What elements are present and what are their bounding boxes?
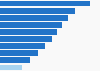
Bar <box>0 43 45 49</box>
Bar <box>0 29 57 35</box>
Bar <box>0 65 22 70</box>
Bar <box>0 36 52 42</box>
Bar <box>0 22 62 28</box>
Bar <box>0 15 68 21</box>
Bar <box>0 1 90 6</box>
Bar <box>0 57 30 63</box>
Bar <box>0 8 75 14</box>
Bar <box>0 50 38 56</box>
